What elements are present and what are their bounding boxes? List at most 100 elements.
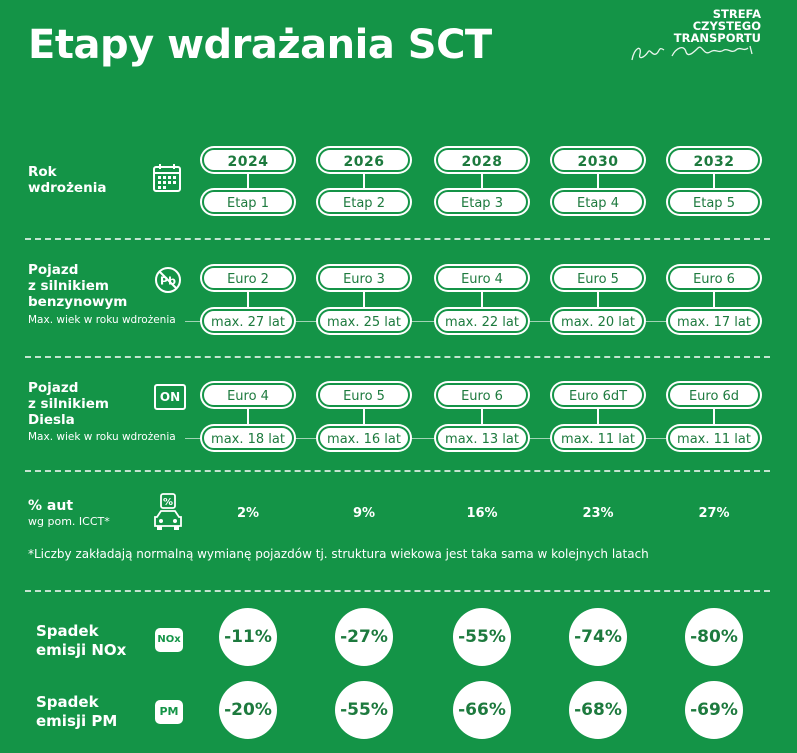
no-lead-pb-icon: Pb bbox=[155, 267, 181, 293]
separator bbox=[25, 470, 770, 472]
signature-image bbox=[631, 45, 753, 61]
share-label-line-1: % aut bbox=[28, 498, 74, 514]
share-value: 2% bbox=[236, 506, 260, 521]
pm-label-line-2: emisji PM bbox=[36, 712, 118, 730]
nox-drop-circle: -74% bbox=[569, 608, 627, 666]
brand-line-1: STREFA bbox=[712, 7, 761, 21]
pm-drop-circle: -55% bbox=[335, 681, 393, 739]
year-pill: 2030 bbox=[552, 148, 644, 172]
nox-drop-circle: -80% bbox=[685, 608, 743, 666]
share-value: 9% bbox=[352, 506, 376, 521]
diesel-norm-pill: Euro 6d bbox=[668, 383, 760, 407]
pm-drop-circle: -66% bbox=[453, 681, 511, 739]
nox-drop-circle: -27% bbox=[335, 608, 393, 666]
nox-badge: NOx bbox=[155, 628, 183, 652]
pm-row-label: Spadek emisji PM bbox=[36, 693, 117, 731]
share-label-line-2: wg pom. ICCT* bbox=[28, 515, 110, 528]
diesel-label-line-2: z silnikiem bbox=[28, 396, 109, 412]
pm-drop-circle: -69% bbox=[685, 681, 743, 739]
diesel-age-pill: max. 11 lat bbox=[552, 426, 644, 450]
diesel-label-line-1: Pojazd bbox=[28, 380, 79, 396]
share-row-label: % aut wg pom. ICCT* bbox=[28, 498, 110, 530]
petrol-label-line-3: benzynowym bbox=[28, 294, 128, 310]
diesel-age-pill: max. 13 lat bbox=[436, 426, 528, 450]
petrol-norm-pill: Euro 2 bbox=[202, 266, 294, 290]
pm-badge: PM bbox=[155, 700, 183, 724]
connector-line bbox=[247, 407, 249, 425]
stage-pill: Etap 2 bbox=[318, 190, 410, 214]
stage-pill: Etap 5 bbox=[668, 190, 760, 214]
petrol-norm-pill: Euro 3 bbox=[318, 266, 410, 290]
nox-label-line-1: Spadek bbox=[36, 622, 99, 640]
nox-drop-circle: -55% bbox=[453, 608, 511, 666]
year-pill: 2026 bbox=[318, 148, 410, 172]
brand-line-2: CZYSTEGO bbox=[692, 19, 761, 33]
connector-line bbox=[363, 407, 365, 425]
diesel-age-pill: max. 16 lat bbox=[318, 426, 410, 450]
diesel-norm-pill: Euro 4 bbox=[202, 383, 294, 407]
nox-label-line-2: emisji NOx bbox=[36, 641, 127, 659]
separator bbox=[25, 238, 770, 240]
connector-line bbox=[713, 290, 715, 308]
separator bbox=[25, 356, 770, 358]
pm-drop-circle: -68% bbox=[569, 681, 627, 739]
brand-line-3: TRANSPORTU bbox=[673, 31, 761, 45]
connector-line bbox=[481, 407, 483, 425]
diesel-norm-pill: Euro 6 bbox=[436, 383, 528, 407]
svg-text:%: % bbox=[163, 497, 173, 508]
diesel-age-pill: max. 18 lat bbox=[202, 426, 294, 450]
connector-line bbox=[713, 172, 715, 190]
petrol-norm-pill: Euro 4 bbox=[436, 266, 528, 290]
petrol-norm-pill: Euro 5 bbox=[552, 266, 644, 290]
car-percent-icon: % bbox=[154, 493, 182, 530]
diesel-on-badge: ON bbox=[154, 384, 186, 410]
diesel-norm-pill: Euro 6dT bbox=[552, 383, 644, 407]
footnote: *Liczby zakładają normalną wymianę pojaz… bbox=[28, 547, 649, 561]
year-pill: 2028 bbox=[436, 148, 528, 172]
stage-pill: Etap 3 bbox=[436, 190, 528, 214]
stage-pill: Etap 4 bbox=[552, 190, 644, 214]
petrol-age-sublabel: Max. wiek w roku wdrożenia bbox=[28, 314, 176, 326]
connector-line bbox=[247, 172, 249, 190]
connector-line bbox=[363, 172, 365, 190]
year-pill: 2032 bbox=[668, 148, 760, 172]
petrol-age-pill: max. 20 lat bbox=[552, 309, 644, 333]
connector-line bbox=[481, 290, 483, 308]
petrol-age-pill: max. 22 lat bbox=[436, 309, 528, 333]
petrol-age-pill: max. 27 lat bbox=[202, 309, 294, 333]
pm-drop-circle: -20% bbox=[219, 681, 277, 739]
year-label-line-1: Rok bbox=[28, 164, 57, 180]
brand-logo: STREFA CZYSTEGO TRANSPORTU bbox=[674, 8, 761, 44]
share-value: 27% bbox=[698, 506, 730, 521]
separator bbox=[25, 590, 770, 592]
pm-label-line-1: Spadek bbox=[36, 693, 99, 711]
stage-pill: Etap 1 bbox=[202, 190, 294, 214]
nox-row-label: Spadek emisji NOx bbox=[36, 622, 126, 660]
year-row-label: Rok wdrożenia bbox=[28, 164, 106, 196]
petrol-norm-pill: Euro 6 bbox=[668, 266, 760, 290]
year-pill: 2024 bbox=[202, 148, 294, 172]
nox-drop-circle: -11% bbox=[219, 608, 277, 666]
petrol-row-label: Pojazd z silnikiem benzynowym bbox=[28, 262, 127, 310]
calendar-icon bbox=[153, 164, 181, 192]
petrol-label-line-2: z silnikiem bbox=[28, 278, 109, 294]
page-title: Etapy wdrażania SCT bbox=[28, 22, 492, 68]
petrol-age-pill: max. 25 lat bbox=[318, 309, 410, 333]
diesel-age-sublabel: Max. wiek w roku wdrożenia bbox=[28, 431, 176, 443]
diesel-norm-pill: Euro 5 bbox=[318, 383, 410, 407]
share-value: 23% bbox=[582, 506, 614, 521]
connector-line bbox=[713, 407, 715, 425]
petrol-age-pill: max. 17 lat bbox=[668, 309, 760, 333]
petrol-label-line-1: Pojazd bbox=[28, 262, 79, 278]
share-value: 16% bbox=[466, 506, 498, 521]
connector-line bbox=[247, 290, 249, 308]
connector-line bbox=[481, 172, 483, 190]
diesel-label-line-3: Diesla bbox=[28, 412, 75, 428]
connector-line bbox=[597, 172, 599, 190]
diesel-age-pill: max. 11 lat bbox=[668, 426, 760, 450]
diesel-row-label: Pojazd z silnikiem Diesla bbox=[28, 380, 109, 428]
connector-line bbox=[597, 290, 599, 308]
year-label-line-2: wdrożenia bbox=[28, 180, 107, 196]
connector-line bbox=[597, 407, 599, 425]
connector-line bbox=[363, 290, 365, 308]
